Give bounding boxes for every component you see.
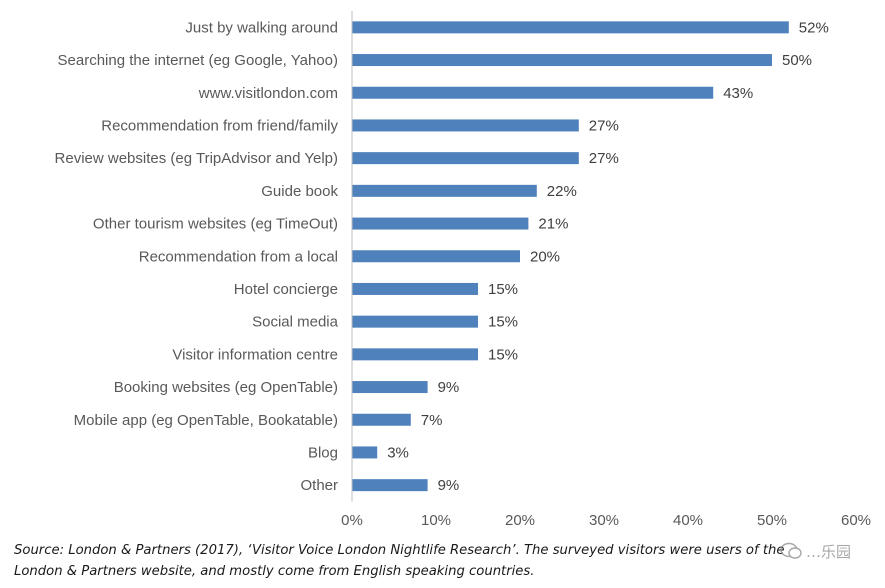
bar-12 [352,413,411,426]
category-label-3: Recommendation from friend/family [101,117,338,134]
value-label-2: 43% [723,85,753,102]
category-label-5: Guide book [261,183,338,200]
bars-layer [352,21,789,492]
x-tick-label-0: 0% [341,512,363,529]
category-label-2: www.visitlondon.com [198,85,338,102]
value-label-12: 7% [421,412,443,429]
value-label-5: 22% [547,183,577,200]
bar-1 [352,54,772,67]
category-label-7: Recommendation from a local [139,248,338,265]
watermark: …乐园 [780,539,880,563]
source-note-line-1: Source: London & Partners (2017), ‘Visit… [14,543,785,558]
category-label-1: Searching the internet (eg Google, Yahoo… [58,52,338,69]
source-note: Source: London & Partners (2017), ‘Visit… [14,540,874,582]
bar-3 [352,119,579,132]
value-label-13: 3% [387,444,409,461]
source-note-line-2: London & Partners website, and mostly co… [14,564,535,579]
value-label-6: 21% [538,216,568,233]
value-label-8: 15% [488,281,518,298]
value-label-9: 15% [488,314,518,331]
bar-6 [352,217,529,230]
chat-bubble-icon [780,542,802,559]
value-label-3: 27% [589,117,619,134]
x-tick-label-5: 50% [757,512,787,529]
category-label-6: Other tourism websites (eg TimeOut) [93,216,338,233]
category-label-8: Hotel concierge [234,281,338,298]
bar-11 [352,381,428,394]
bar-7 [352,250,520,263]
category-label-9: Social media [252,314,339,331]
x-tick-label-3: 30% [589,512,619,529]
category-label-11: Booking websites (eg OpenTable) [114,379,338,396]
x-tick-label-6: 60% [841,512,871,529]
bar-5 [352,184,537,197]
bar-chart: Just by walking around Searching the inte… [55,11,871,529]
bar-8 [352,282,478,295]
category-label-12: Mobile app (eg OpenTable, Bookatable) [74,412,338,429]
x-tick-label-4: 40% [673,512,703,529]
value-labels: 52% 50% 43% 27% 27% 22% 21% 20% 15% 15% 15% 9% 7% 3% 9… [387,19,829,494]
category-label-0: Just by walking around [185,19,338,36]
bar-14 [352,479,428,492]
watermark-text: …乐园 [806,542,852,561]
x-axis-tick-labels: 0% 10% 20% 30% 40% 50% 60% [341,512,871,529]
value-label-11: 9% [438,379,460,396]
value-label-0: 52% [799,19,829,36]
value-label-1: 50% [782,52,812,69]
bar-4 [352,152,579,165]
value-label-14: 9% [438,477,460,494]
bar-0 [352,21,789,34]
bar-9 [352,315,478,328]
bar-10 [352,348,478,361]
category-label-14: Other [300,477,338,494]
category-label-13: Blog [308,444,338,461]
x-tick-label-2: 20% [505,512,535,529]
bar-2 [352,86,714,99]
value-label-7: 20% [530,248,560,265]
category-labels: Just by walking around Searching the inte… [55,19,339,494]
value-label-4: 27% [589,150,619,167]
x-tick-label-1: 10% [421,512,451,529]
bar-13 [352,446,378,459]
value-label-10: 15% [488,346,518,363]
category-label-10: Visitor information centre [172,346,338,363]
category-label-4: Review websites (eg TripAdvisor and Yelp… [55,150,338,167]
